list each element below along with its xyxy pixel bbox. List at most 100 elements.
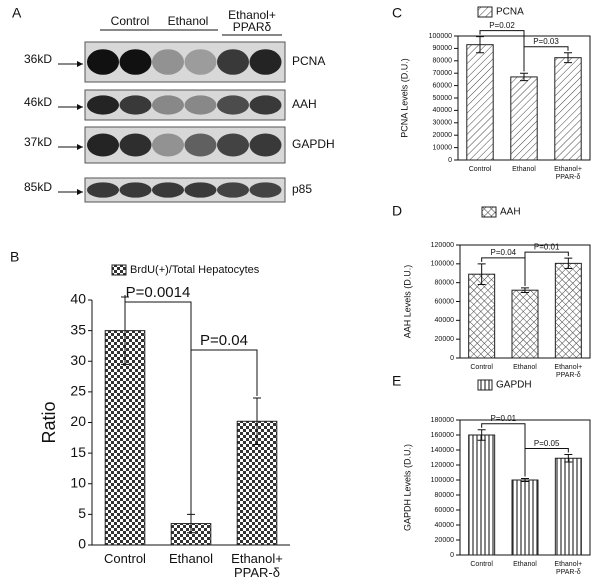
blot-band [249, 95, 282, 115]
y-tick-label: 80000 [435, 280, 455, 287]
x-tick-label: Ethanol [513, 561, 537, 568]
y-tick-label: 80000 [435, 492, 455, 499]
y-tick-label: 80000 [433, 58, 453, 65]
y-tick-label: 70000 [433, 70, 453, 77]
blot-band [184, 182, 217, 198]
kd-marker: 37kD [24, 135, 52, 149]
error-bar [564, 454, 573, 463]
blot-group-label: Ethanol+ PPARδ [228, 8, 276, 34]
y-axis-label: AAH Levels (D.U.) [402, 265, 412, 339]
legend-label: GAPDH [496, 380, 532, 391]
bar [466, 44, 494, 161]
error-bar [253, 397, 261, 446]
p-value: P=0.0014 [126, 284, 191, 301]
legend-swatch [481, 206, 497, 218]
panel-label: D [392, 203, 402, 219]
error-bar [564, 52, 572, 64]
y-tick-label: 100000 [429, 33, 452, 40]
y-tick-label: 10000 [433, 144, 453, 151]
y-tick-label: 50000 [433, 95, 453, 102]
y-tick-label: 10 [70, 474, 86, 490]
y-tick-label: 40000 [435, 522, 455, 529]
y-tick-label: 20000 [435, 537, 455, 544]
protein-label: AAH [292, 97, 317, 111]
y-tick-label: 30 [70, 352, 86, 368]
error-bar [521, 478, 529, 482]
blot-band [249, 49, 282, 75]
y-tick-label: 60000 [435, 507, 455, 514]
bar [511, 479, 539, 556]
p-value: P=0.01 [534, 242, 560, 251]
legend-label: AAH [500, 207, 521, 218]
blot-band [249, 133, 282, 157]
x-tick-label: Ethanol [512, 166, 536, 173]
y-tick-label: 40000 [433, 107, 453, 114]
y-tick-label: 160000 [431, 432, 454, 439]
error-bar [520, 72, 528, 82]
x-tick-label: Ethanol+ PPAR-δ [554, 166, 582, 181]
y-tick-label: 30000 [433, 120, 453, 127]
blot-band [217, 182, 249, 198]
x-tick-label: Control [470, 561, 493, 568]
marker-arrowhead [77, 189, 83, 195]
bar [554, 262, 582, 359]
p-value: P=0.04 [200, 332, 248, 349]
blot-band [184, 133, 217, 157]
marker-arrowhead [77, 61, 83, 67]
x-tick-label: Control [469, 166, 492, 173]
bar [104, 330, 146, 546]
protein-label: PCNA [292, 54, 325, 68]
p-value: P=0.03 [533, 37, 559, 46]
blot-band [249, 182, 282, 198]
blot-band [217, 95, 249, 115]
y-tick-label: 100000 [431, 261, 454, 268]
y-tick-label: 0 [448, 157, 452, 164]
y-tick-label: 40000 [435, 317, 455, 324]
bar [511, 289, 539, 359]
kd-marker: 85kD [24, 180, 52, 194]
significance-bracket [190, 349, 258, 515]
blot-band [184, 95, 217, 115]
panel-label: E [392, 373, 401, 389]
blot-band [152, 182, 184, 198]
panel-label: B [10, 249, 19, 265]
blot-band [119, 49, 152, 75]
y-tick-label: 90000 [433, 45, 453, 52]
p-value: P=0.02 [489, 21, 515, 30]
y-tick-label: 35 [70, 321, 86, 337]
x-tick-label: Control [104, 551, 146, 566]
x-tick-label: Ethanol+ PPAR-δ [231, 551, 283, 580]
kd-marker: 46kD [24, 95, 52, 109]
legend-label: BrdU(+)/Total Hepatocytes [130, 264, 260, 276]
kd-marker: 36kD [24, 52, 52, 66]
panel-label: A [12, 5, 22, 21]
blot-band [217, 49, 249, 75]
y-tick-label: 60000 [433, 82, 453, 89]
p-value: P=0.04 [491, 248, 517, 257]
y-tick-label: 0 [78, 536, 86, 552]
blot-band [119, 182, 152, 198]
blot-band [87, 133, 119, 157]
y-tick-label: 60000 [435, 298, 455, 305]
legend-swatch [477, 379, 493, 391]
y-tick-label: 25 [70, 383, 86, 399]
significance-bracket [524, 448, 569, 477]
y-tick-label: 20000 [433, 132, 453, 139]
bar [510, 76, 538, 161]
significance-bracket [523, 46, 569, 72]
protein-label: GAPDH [292, 137, 335, 151]
y-axis-label: GAPDH Levels (D.U.) [402, 444, 412, 531]
y-tick-label: 5 [78, 505, 86, 521]
legend-swatch [477, 6, 493, 18]
x-tick-label: Ethanol [513, 364, 537, 371]
y-tick-label: 40 [70, 291, 86, 307]
x-tick-label: Ethanol [169, 551, 213, 566]
blot-band [119, 133, 152, 157]
y-tick-label: 20 [70, 413, 86, 429]
blot-band [87, 49, 119, 75]
y-tick-label: 100000 [431, 477, 454, 484]
y-tick-label: 120000 [431, 462, 454, 469]
y-axis-label: PCNA Levels (D.U.) [399, 58, 409, 138]
bar [554, 457, 582, 556]
x-tick-label: Ethanol+ PPAR-δ [554, 364, 582, 379]
